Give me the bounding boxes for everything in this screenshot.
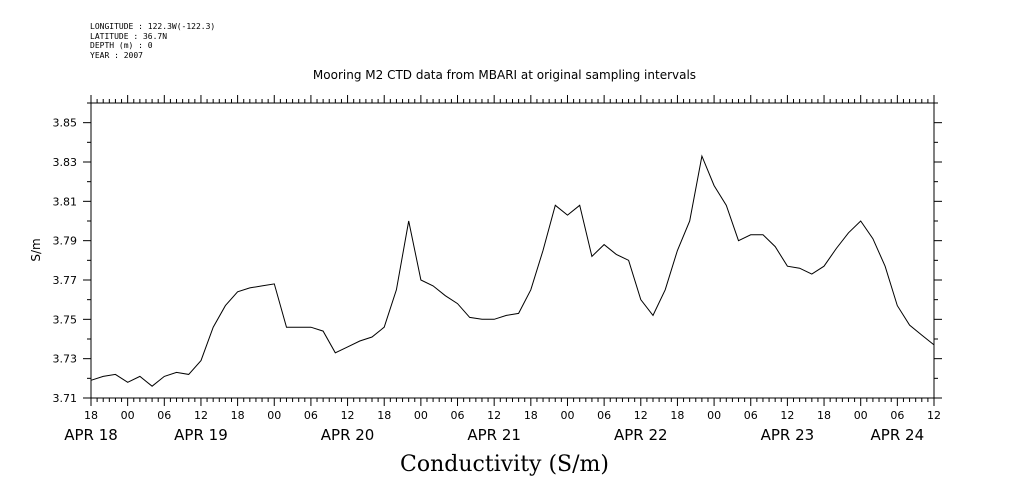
x-tick-label: 18 xyxy=(377,409,391,422)
y-tick-label: 3.79 xyxy=(53,235,78,248)
latitude-text: LATITUDE : 36.7N xyxy=(90,31,168,41)
x-day-label: APR 24 xyxy=(871,426,925,444)
x-tick-label: 12 xyxy=(780,409,794,422)
y-tick-label: 3.83 xyxy=(53,156,78,169)
x-tick-label: 12 xyxy=(487,409,501,422)
x-axis-label: Conductivity (S/m) xyxy=(400,452,609,477)
x-tick-label: 12 xyxy=(634,409,648,422)
x-tick-label: 18 xyxy=(84,409,98,422)
x-tick-label: 00 xyxy=(854,409,868,422)
x-tick-label: 06 xyxy=(744,409,758,422)
x-tick-label: 00 xyxy=(560,409,574,422)
y-tick-label: 3.85 xyxy=(53,117,78,130)
x-tick-label: 06 xyxy=(304,409,318,422)
y-axis-ticks: 3.71 3.73 3.75 3.77 3.79 3.81 3.83 3.85 xyxy=(53,102,942,405)
x-day-label: APR 23 xyxy=(761,426,815,444)
y-tick-label: 3.77 xyxy=(53,274,78,287)
x-tick-label: 18 xyxy=(231,409,245,422)
x-tick-label: 12 xyxy=(927,409,941,422)
x-tick-label: 06 xyxy=(157,409,171,422)
x-tick-label: 00 xyxy=(414,409,428,422)
x-tick-label: 12 xyxy=(341,409,355,422)
x-tick-label: 06 xyxy=(597,409,611,422)
depth-text: DEPTH (m) : 0 xyxy=(90,41,153,50)
plot-frame xyxy=(90,102,935,399)
x-day-label: APR 19 xyxy=(174,426,228,444)
y-tick-label: 3.71 xyxy=(53,392,78,405)
metadata-block: LONGITUDE : 122.3W(-122.3) LATITUDE : 36… xyxy=(90,22,215,60)
x-tick-label: 18 xyxy=(670,409,684,422)
x-day-label: APR 20 xyxy=(321,426,375,444)
y-tick-label: 3.75 xyxy=(53,313,78,326)
x-tick-label: 00 xyxy=(267,409,281,422)
year-text: YEAR : 2007 xyxy=(90,50,143,60)
y-tick-label: 3.73 xyxy=(53,353,78,366)
x-tick-label: 18 xyxy=(817,409,831,422)
x-axis-ticks: 18 00 06 12 18 00 06 12 18 00 06 12 18 00 06 12 18 00 06 12… xyxy=(64,95,941,444)
x-tick-label: 18 xyxy=(524,409,538,422)
x-tick-label: 06 xyxy=(451,409,465,422)
longitude-text: LONGITUDE : 122.3W(-122.3) xyxy=(90,22,216,31)
x-tick-label: 12 xyxy=(194,409,208,422)
x-day-label: APR 22 xyxy=(614,426,668,444)
x-day-label: APR 18 xyxy=(64,426,118,444)
x-day-label: APR 21 xyxy=(467,426,521,444)
y-tick-label: 3.81 xyxy=(53,195,78,208)
x-tick-label: 00 xyxy=(707,409,721,422)
series-line xyxy=(90,154,935,387)
plot-axes xyxy=(90,102,935,399)
chart-title: Mooring M2 CTD data from MBARI at origin… xyxy=(312,68,697,82)
y-axis-label: S/m xyxy=(29,238,43,261)
x-tick-label: 06 xyxy=(890,409,904,422)
x-tick-label: 00 xyxy=(121,409,135,422)
